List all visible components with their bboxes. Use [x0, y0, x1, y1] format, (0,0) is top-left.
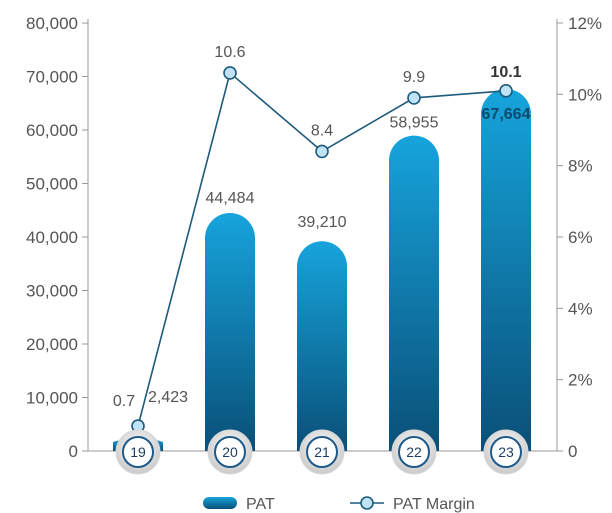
legend-pat-label: PAT	[246, 496, 275, 513]
right-axis-tick-label: 12%	[568, 14, 602, 33]
pat-margin-value-label: 10.1	[490, 64, 521, 81]
pat-value-label: 58,955	[390, 115, 439, 132]
right-axis-tick-label: 6%	[568, 228, 593, 247]
right-axis-tick-label: 10%	[568, 85, 602, 104]
left-axis-tick-label: 10,000	[26, 389, 78, 408]
category-badge-inner	[398, 436, 430, 468]
pat-margin-point-22	[407, 91, 421, 105]
category-badges: 19 20 21 22 23	[115, 429, 529, 475]
left-axis-tick-label: 60,000	[26, 121, 78, 140]
pat-bar-20	[205, 213, 255, 451]
right-axis-tick-label: 8%	[568, 157, 593, 176]
category-badge-inner	[214, 436, 246, 468]
left-axis-tick-label: 40,000	[26, 228, 78, 247]
right-axis-tick-label: 0	[568, 442, 577, 461]
legend: PAT PAT Margin	[203, 496, 475, 513]
pat-bar-23	[481, 88, 531, 451]
pat-value-label: 39,210	[298, 214, 347, 231]
pat-margin-value-label: 8.4	[311, 122, 333, 139]
pat-margin-value-label: 10.6	[214, 44, 245, 61]
left-axis-tick-label: 30,000	[26, 282, 78, 301]
pat-margin-point-21	[315, 144, 329, 159]
category-label: 19	[130, 444, 146, 460]
legend-margin-marker	[360, 496, 374, 510]
left-axis-tick-label: 70,000	[26, 68, 78, 87]
right-axis-tick-label: 4%	[568, 299, 593, 318]
category-label: 21	[314, 444, 330, 460]
pat-bar-22	[389, 135, 439, 451]
bars	[113, 88, 531, 451]
category-badge-inner	[122, 436, 154, 468]
margin-line	[131, 66, 513, 433]
legend-margin-label: PAT Margin	[393, 496, 475, 513]
left-axis-tick-label: 50,000	[26, 175, 78, 194]
legend-pat-swatch	[203, 497, 237, 509]
data-labels: 2,423 44,484 39,210 58,955 67,664 0.7 10.6 8.4 9…	[113, 44, 531, 410]
pat-bar-21	[297, 241, 347, 451]
category-label: 22	[406, 444, 422, 460]
pat-margin-point-23	[499, 83, 513, 98]
category-label: 23	[498, 444, 514, 460]
pat-value-label: 44,484	[206, 190, 255, 207]
left-axis-tick-label: 80,000	[26, 14, 78, 33]
axes: 0 10,000 20,000 30,000 40,000 50,000 60,000 70,…	[26, 14, 602, 461]
pat-value-label: 2,423	[148, 389, 188, 406]
pat-margin-point-20	[223, 66, 237, 80]
category-label: 20	[222, 444, 238, 460]
category-badge-inner	[490, 436, 522, 468]
pat-margin-value-label: 9.9	[403, 69, 425, 86]
left-axis-tick-label: 20,000	[26, 335, 78, 354]
left-axis-tick-label: 0	[69, 442, 78, 461]
pat-value-label: 67,664	[482, 106, 531, 123]
right-axis-tick-label: 2%	[568, 371, 593, 390]
category-badge-inner	[306, 436, 338, 468]
pat-margin-value-label: 0.7	[113, 393, 135, 410]
